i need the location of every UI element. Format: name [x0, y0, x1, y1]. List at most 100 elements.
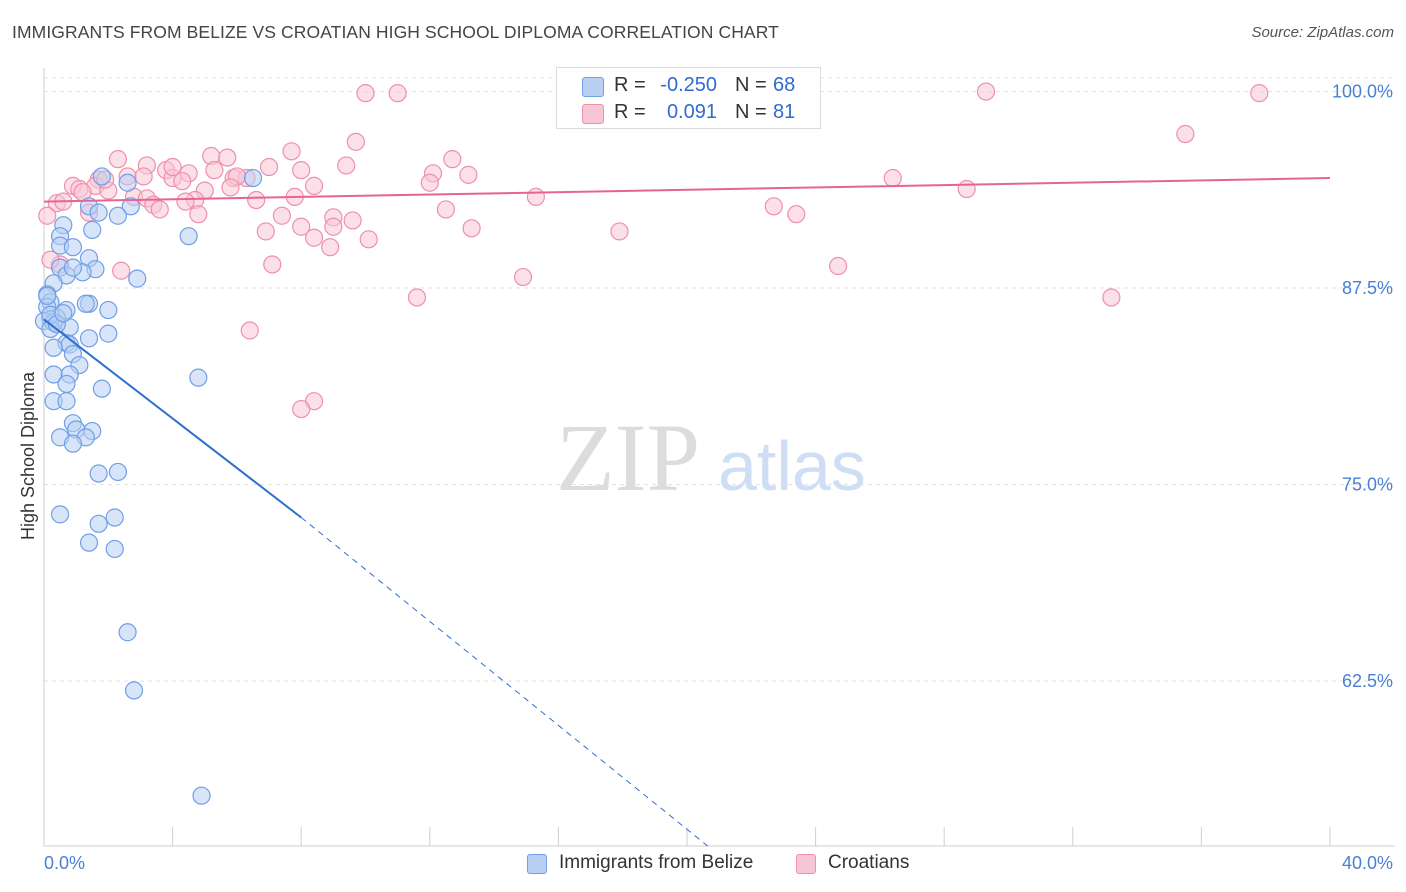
croatians-point: [356, 84, 375, 103]
croatians-point: [420, 173, 439, 192]
croatians-point: [407, 288, 427, 307]
croatians-swatch: [582, 104, 604, 124]
belize-point: [57, 374, 76, 394]
belize-point: [92, 167, 111, 186]
legend: Immigrants from Belize Croatians: [0, 852, 1406, 878]
belize-point: [99, 324, 118, 343]
croatians-point: [292, 217, 311, 236]
n-label: N =: [735, 101, 767, 123]
axes: [43, 68, 1395, 847]
gridlines: [44, 77, 1395, 682]
croatians-point: [1102, 288, 1121, 307]
croatians-point: [321, 238, 340, 257]
croatians-point: [462, 219, 481, 238]
belize-point: [63, 238, 83, 257]
croatians-point: [259, 157, 279, 177]
croatians-point: [359, 230, 378, 249]
croatians-point: [957, 179, 976, 199]
belize-point: [118, 623, 137, 642]
source-label: Source: ZipAtlas.com: [1251, 24, 1394, 41]
croatians-point: [610, 222, 629, 241]
legend-label: Immigrants from Belize: [559, 852, 754, 873]
croatians-point: [221, 178, 240, 197]
croatians-point: [324, 217, 343, 236]
belize-trend-line: [43, 318, 302, 519]
belize-point: [105, 539, 124, 559]
croatians-point: [337, 156, 356, 175]
r-value: 0.091: [666, 101, 717, 123]
croatians-point: [764, 197, 783, 216]
belize-point: [118, 173, 137, 192]
belize-point: [99, 300, 118, 320]
belize-point: [124, 681, 144, 700]
croatians-point: [240, 321, 259, 340]
y-tick-label: 87.5%: [1342, 278, 1393, 298]
croatians-point: [513, 267, 533, 287]
croatians-trend-line: [43, 177, 1331, 203]
belize-point: [89, 464, 108, 483]
belize-point: [105, 508, 124, 527]
belize-trend-extension: [300, 517, 708, 847]
belize-point: [128, 269, 147, 288]
croatians-point: [443, 150, 462, 169]
croatians-point: [292, 161, 311, 180]
belize-legend-swatch: [527, 854, 547, 874]
belize-point: [57, 392, 76, 411]
croatians-point: [883, 168, 902, 188]
croatians-point: [787, 205, 806, 224]
croatians-point: [176, 192, 195, 211]
belize-point: [89, 514, 108, 533]
n-value: 81: [773, 101, 796, 123]
croatians-point: [304, 176, 324, 195]
r-value: -0.250: [660, 74, 717, 96]
belize-swatch: [582, 77, 604, 97]
belize-point: [54, 304, 73, 323]
croatians-point: [282, 142, 301, 161]
croatians-point: [108, 150, 128, 169]
belize-point: [38, 286, 57, 305]
croatians-point: [189, 205, 208, 224]
croatians-point: [1176, 124, 1195, 144]
belize-point: [121, 197, 140, 216]
croatians-point: [304, 228, 324, 247]
croatians-point: [459, 165, 478, 184]
watermark-atlas: atlas: [718, 427, 866, 505]
croatians-point: [163, 157, 182, 177]
belize-point: [108, 206, 128, 225]
r-label: R =: [614, 101, 646, 123]
belize-point: [189, 368, 208, 387]
croatians-legend-swatch: [796, 854, 816, 874]
belize-point: [192, 786, 211, 805]
croatians-point: [829, 256, 848, 276]
belize-point: [89, 203, 108, 222]
stats-box: R = -0.250 N = 68 R = 0.091 N = 81: [556, 67, 821, 129]
y-tick-label: 62.5%: [1342, 671, 1393, 691]
croatians-point: [38, 206, 57, 225]
x-tick-label: 0.0%: [44, 853, 85, 873]
y-tick-label: 100.0%: [1332, 82, 1393, 102]
belize-point: [76, 294, 95, 313]
r-label: R =: [614, 74, 646, 96]
croatians-point: [292, 399, 311, 419]
croatians-point: [256, 222, 275, 241]
croatians-point: [436, 200, 455, 219]
watermark: ZIP atlas: [556, 404, 866, 511]
stats-row-belize: R = -0.250 N = 68: [557, 74, 820, 102]
belize-point: [63, 258, 83, 277]
belize-points: [34, 167, 263, 805]
n-label: N =: [735, 74, 767, 96]
belize-point: [44, 338, 63, 357]
croatians-point: [263, 255, 282, 274]
croatians-point: [112, 261, 131, 280]
croatians-point: [346, 132, 365, 151]
n-value: 68: [773, 74, 796, 96]
croatians-point: [247, 190, 266, 210]
legend-label: Croatians: [828, 852, 910, 873]
watermark-zip: ZIP: [556, 404, 700, 511]
belize-point: [92, 379, 111, 398]
croatians-point: [388, 84, 407, 103]
croatians-point: [205, 161, 224, 180]
y-axis-label: High School Diploma: [18, 371, 38, 540]
croatians-point: [343, 211, 362, 230]
